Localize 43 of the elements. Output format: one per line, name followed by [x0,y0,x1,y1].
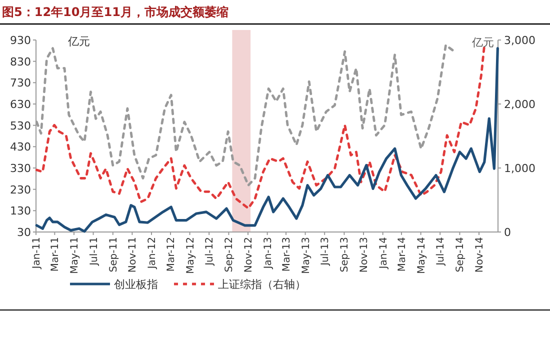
x-tick-label: Jul-12 [204,237,216,266]
y-tick-label: 230 [10,183,31,196]
y-tick-label: 30 [17,226,31,239]
y2-axis-title: 亿元 [471,36,494,49]
y-tick-label: 630 [10,98,31,111]
legend-label: 创业板指 [114,278,158,291]
x-tick-label: Sep-12 [224,237,236,272]
x-tick-label: Mar-14 [396,237,408,272]
x-tick-label: Jan-12 [147,237,158,270]
x-tick-label: Jul-13 [320,237,332,266]
x-tick-label: Mar-11 [50,237,62,272]
y2-tick-label: 0 [504,226,511,239]
y-axis-title: 亿元 [67,35,90,48]
x-tick-label: Jan-14 [378,237,390,270]
x-tick-label: May-11 [69,237,80,274]
legend-label: 上证综指（右轴） [218,278,306,291]
y-tick-label: 130 [10,204,31,218]
x-tick-label: Jul-11 [88,237,100,266]
y-tick-label: 330 [10,162,31,175]
x-tick-label: Jul-14 [436,237,447,266]
y-tick-label: 530 [10,119,31,132]
x-tick-label: May-12 [185,237,196,274]
x-tick-label: Mar-13 [281,237,292,272]
x-tick-label: Mar-12 [166,237,177,272]
x-tick-label: Jan-11 [32,237,42,270]
chart-title: 图5：12年10月至11月，市场成交额萎缩 [2,5,228,19]
y-tick-label: 430 [10,140,31,154]
x-tick-label: Sep-11 [108,237,120,272]
x-tick-label: Sep-13 [340,237,351,272]
x-tick-label: Nov-11 [128,237,139,273]
x-tick-label: May-14 [416,237,428,274]
y2-tick-label: 2,000 [504,98,536,111]
x-tick-label: Jan-13 [262,237,274,270]
y-tick-label: 830 [10,55,31,68]
y2-tick-label: 3,000 [504,34,536,47]
x-tick-label: Nov-12 [244,237,255,273]
y-tick-label: 730 [10,76,31,90]
x-tick-label: Nov-13 [359,237,370,273]
y2-tick-label: 1,000 [504,162,536,175]
y-tick-label: 930 [10,34,31,47]
x-tick-label: Nov-14 [474,237,486,273]
x-tick-label: May-13 [300,237,312,274]
x-tick-label: Sep-14 [455,237,466,272]
